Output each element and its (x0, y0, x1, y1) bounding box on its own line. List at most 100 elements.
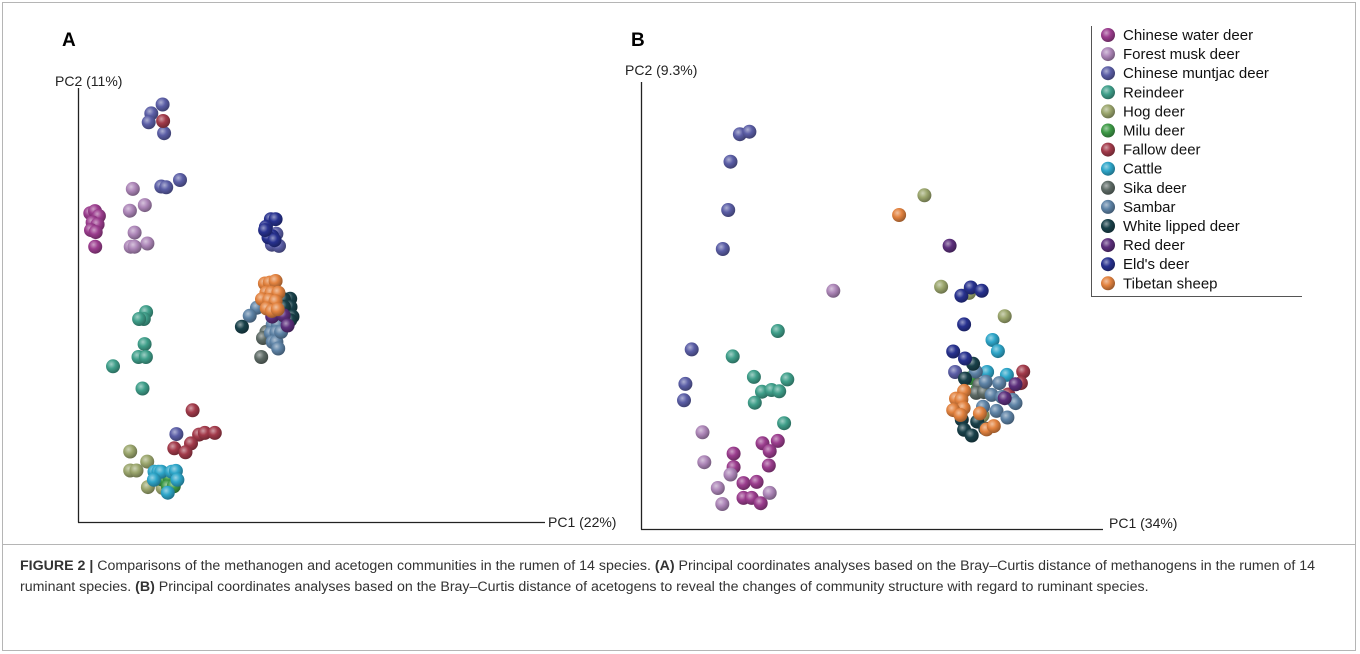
pca-b-point-chinese-water-deer (753, 496, 768, 511)
pca-b-point-reindeer (747, 395, 762, 410)
legend-item-fallow-deer: Fallow deer (1101, 142, 1201, 159)
pca-a-point-eld-s-deer (267, 233, 282, 248)
legend-label-forest-musk-deer: Forest musk deer (1123, 46, 1240, 63)
pca-b-point-eld-s-deer (957, 317, 972, 332)
pca-b-point-chinese-water-deer (762, 444, 777, 459)
legend-item-red-deer: Red deer (1101, 237, 1185, 254)
pca-b-point-eld-s-deer (974, 283, 989, 298)
pca-a-point-reindeer (106, 359, 120, 374)
panel-b-y-axis-label: PC2 (9.3%) (625, 62, 697, 78)
pca-b-point-chinese-muntjac-deer (948, 365, 963, 379)
caption-a-text: Principal coordinates analyses based on … (20, 558, 1315, 595)
pca-b-point-cattle (985, 333, 1000, 347)
legend-item-milu-deer: Milu deer (1101, 123, 1185, 140)
pca-b-point-forest-musk-deer (762, 485, 777, 500)
legend: Chinese water deer Forest musk deer Chines… (1091, 26, 1302, 297)
legend-marker-eld-s-deer (1101, 257, 1115, 272)
pca-b-point-sambar (978, 374, 993, 389)
panel-b-x-axis-label: PC1 (34%) (1109, 515, 1177, 531)
pca-a-point-sika-deer (254, 350, 269, 364)
pca-b-point-forest-musk-deer (826, 283, 841, 298)
pca-b-point-forest-musk-deer (697, 455, 712, 470)
pca-b-point-hog-deer (997, 309, 1012, 324)
pca-b-point-reindeer (780, 372, 795, 387)
pca-b-point-tibetan-sheep (986, 419, 1001, 434)
legend-item-tibetan-sheep: Tibetan sheep (1101, 275, 1218, 292)
pca-b-point-reindeer (777, 416, 792, 431)
panel-a-label: A (62, 30, 76, 51)
pca-b-point-tibetan-sheep (892, 208, 907, 222)
pca-a-point-tibetan-sheep (268, 274, 283, 288)
legend-item-sambar: Sambar (1101, 199, 1176, 216)
legend-label-eld-s-deer: Eld's deer (1123, 256, 1189, 273)
pca-a-point-fallow-deer (197, 425, 212, 440)
pca-a-point-chinese-muntjac-deer (159, 180, 174, 195)
pca-b-point-red-deer (1008, 377, 1023, 392)
pca-b-point-white-lipped-deer (958, 371, 972, 386)
legend-label-tibetan-sheep: Tibetan sheep (1123, 275, 1218, 292)
pca-a-point-chinese-muntjac-deer (157, 126, 172, 141)
pca-a-point-fallow-deer (156, 114, 171, 128)
pca-b-point-eld-s-deer (946, 344, 961, 359)
pca-b-point-sambar (992, 376, 1007, 391)
pca-b-point-eld-s-deer (958, 351, 972, 366)
legend-marker-chinese-water-deer (1101, 28, 1115, 42)
pca-b-point-eld-s-deer (954, 288, 969, 303)
pca-b-point-red-deer (997, 391, 1012, 406)
legend-label-cattle: Cattle (1123, 161, 1162, 178)
legend-marker-milu-deer (1101, 123, 1115, 138)
pca-b-point-chinese-muntjac-deer (684, 342, 699, 357)
legend-marker-sika-deer (1101, 180, 1115, 195)
pca-a-point-forest-musk-deer (122, 203, 137, 218)
legend-marker-red-deer (1101, 238, 1115, 253)
pca-b-point-forest-musk-deer (710, 481, 725, 495)
legend-label-sambar: Sambar (1123, 199, 1176, 216)
legend-label-red-deer: Red deer (1123, 237, 1185, 254)
legend-label-chinese-water-deer: Chinese water deer (1123, 27, 1253, 44)
legend-marker-chinese-muntjac-deer (1101, 66, 1115, 81)
panel-a: A PC2 (11%) PC1 (22%) (55, 30, 616, 530)
pca-a-point-fallow-deer (167, 441, 182, 456)
panel-a-x-axis-label: PC1 (22%) (548, 514, 616, 530)
pca-a-point-forest-musk-deer (137, 198, 152, 213)
pca-a-point-reindeer (135, 381, 150, 396)
pca-b-point-chinese-water-deer (726, 446, 741, 461)
figure-label: FIGURE 2 | (20, 558, 94, 574)
legend-marker-reindeer (1101, 85, 1115, 100)
legend-marker-hog-deer (1101, 104, 1115, 119)
caption-a-tag: (A) (654, 558, 675, 574)
pca-b-point-reindeer (746, 369, 761, 384)
legend-marker-tibetan-sheep (1101, 276, 1115, 291)
figure-caption: FIGURE 2 | Comparisons of the methanogen… (20, 556, 1340, 598)
legend-marker-white-lipped-deer (1101, 219, 1115, 233)
legend-label-chinese-muntjac-deer: Chinese muntjac deer (1123, 65, 1269, 82)
pca-b-point-hog-deer (917, 188, 932, 203)
pca-b-point-eld-s-deer (963, 280, 978, 295)
pca-a-point-cattle (160, 485, 175, 500)
pca-b-point-tibetan-sheep (972, 406, 987, 421)
pca-a-point-forest-musk-deer (140, 236, 155, 251)
legend-item-white-lipped-deer: White lipped deer (1101, 218, 1240, 235)
pca-b-point-tibetan-sheep (953, 408, 968, 422)
pca-b-point-sambar (984, 387, 999, 402)
legend-item-forest-musk-deer: Forest musk deer (1101, 46, 1240, 63)
pca-b-point-reindeer (772, 384, 787, 399)
pca-a-point-chinese-muntjac-deer (141, 115, 156, 130)
pca-a-point-chinese-water-deer (88, 239, 103, 254)
pca-b-point-sambar (1000, 410, 1015, 425)
pca-b-point-cattle (990, 344, 1005, 359)
pca-a-point-chinese-muntjac-deer (155, 97, 170, 112)
caption-divider (2, 544, 1356, 545)
legend-item-chinese-muntjac-deer: Chinese muntjac deer (1101, 65, 1269, 82)
caption-b-text: Principal coordinates analyses based on … (158, 579, 1149, 595)
panel-a-y-axis-label: PC2 (11%) (55, 73, 122, 89)
pca-b-point-reindeer (725, 349, 740, 364)
pca-b-point-red-deer (942, 238, 957, 253)
caption-lead: Comparisons of the methanogen and acetog… (97, 558, 651, 574)
legend-marker-cattle (1101, 161, 1115, 176)
pca-a-point-sambar (242, 308, 257, 323)
legend-item-eld-s-deer: Eld's deer (1101, 256, 1189, 273)
pca-a-point-white-lipped-deer (234, 319, 249, 334)
pca-b-point-chinese-muntjac-deer (721, 203, 736, 217)
